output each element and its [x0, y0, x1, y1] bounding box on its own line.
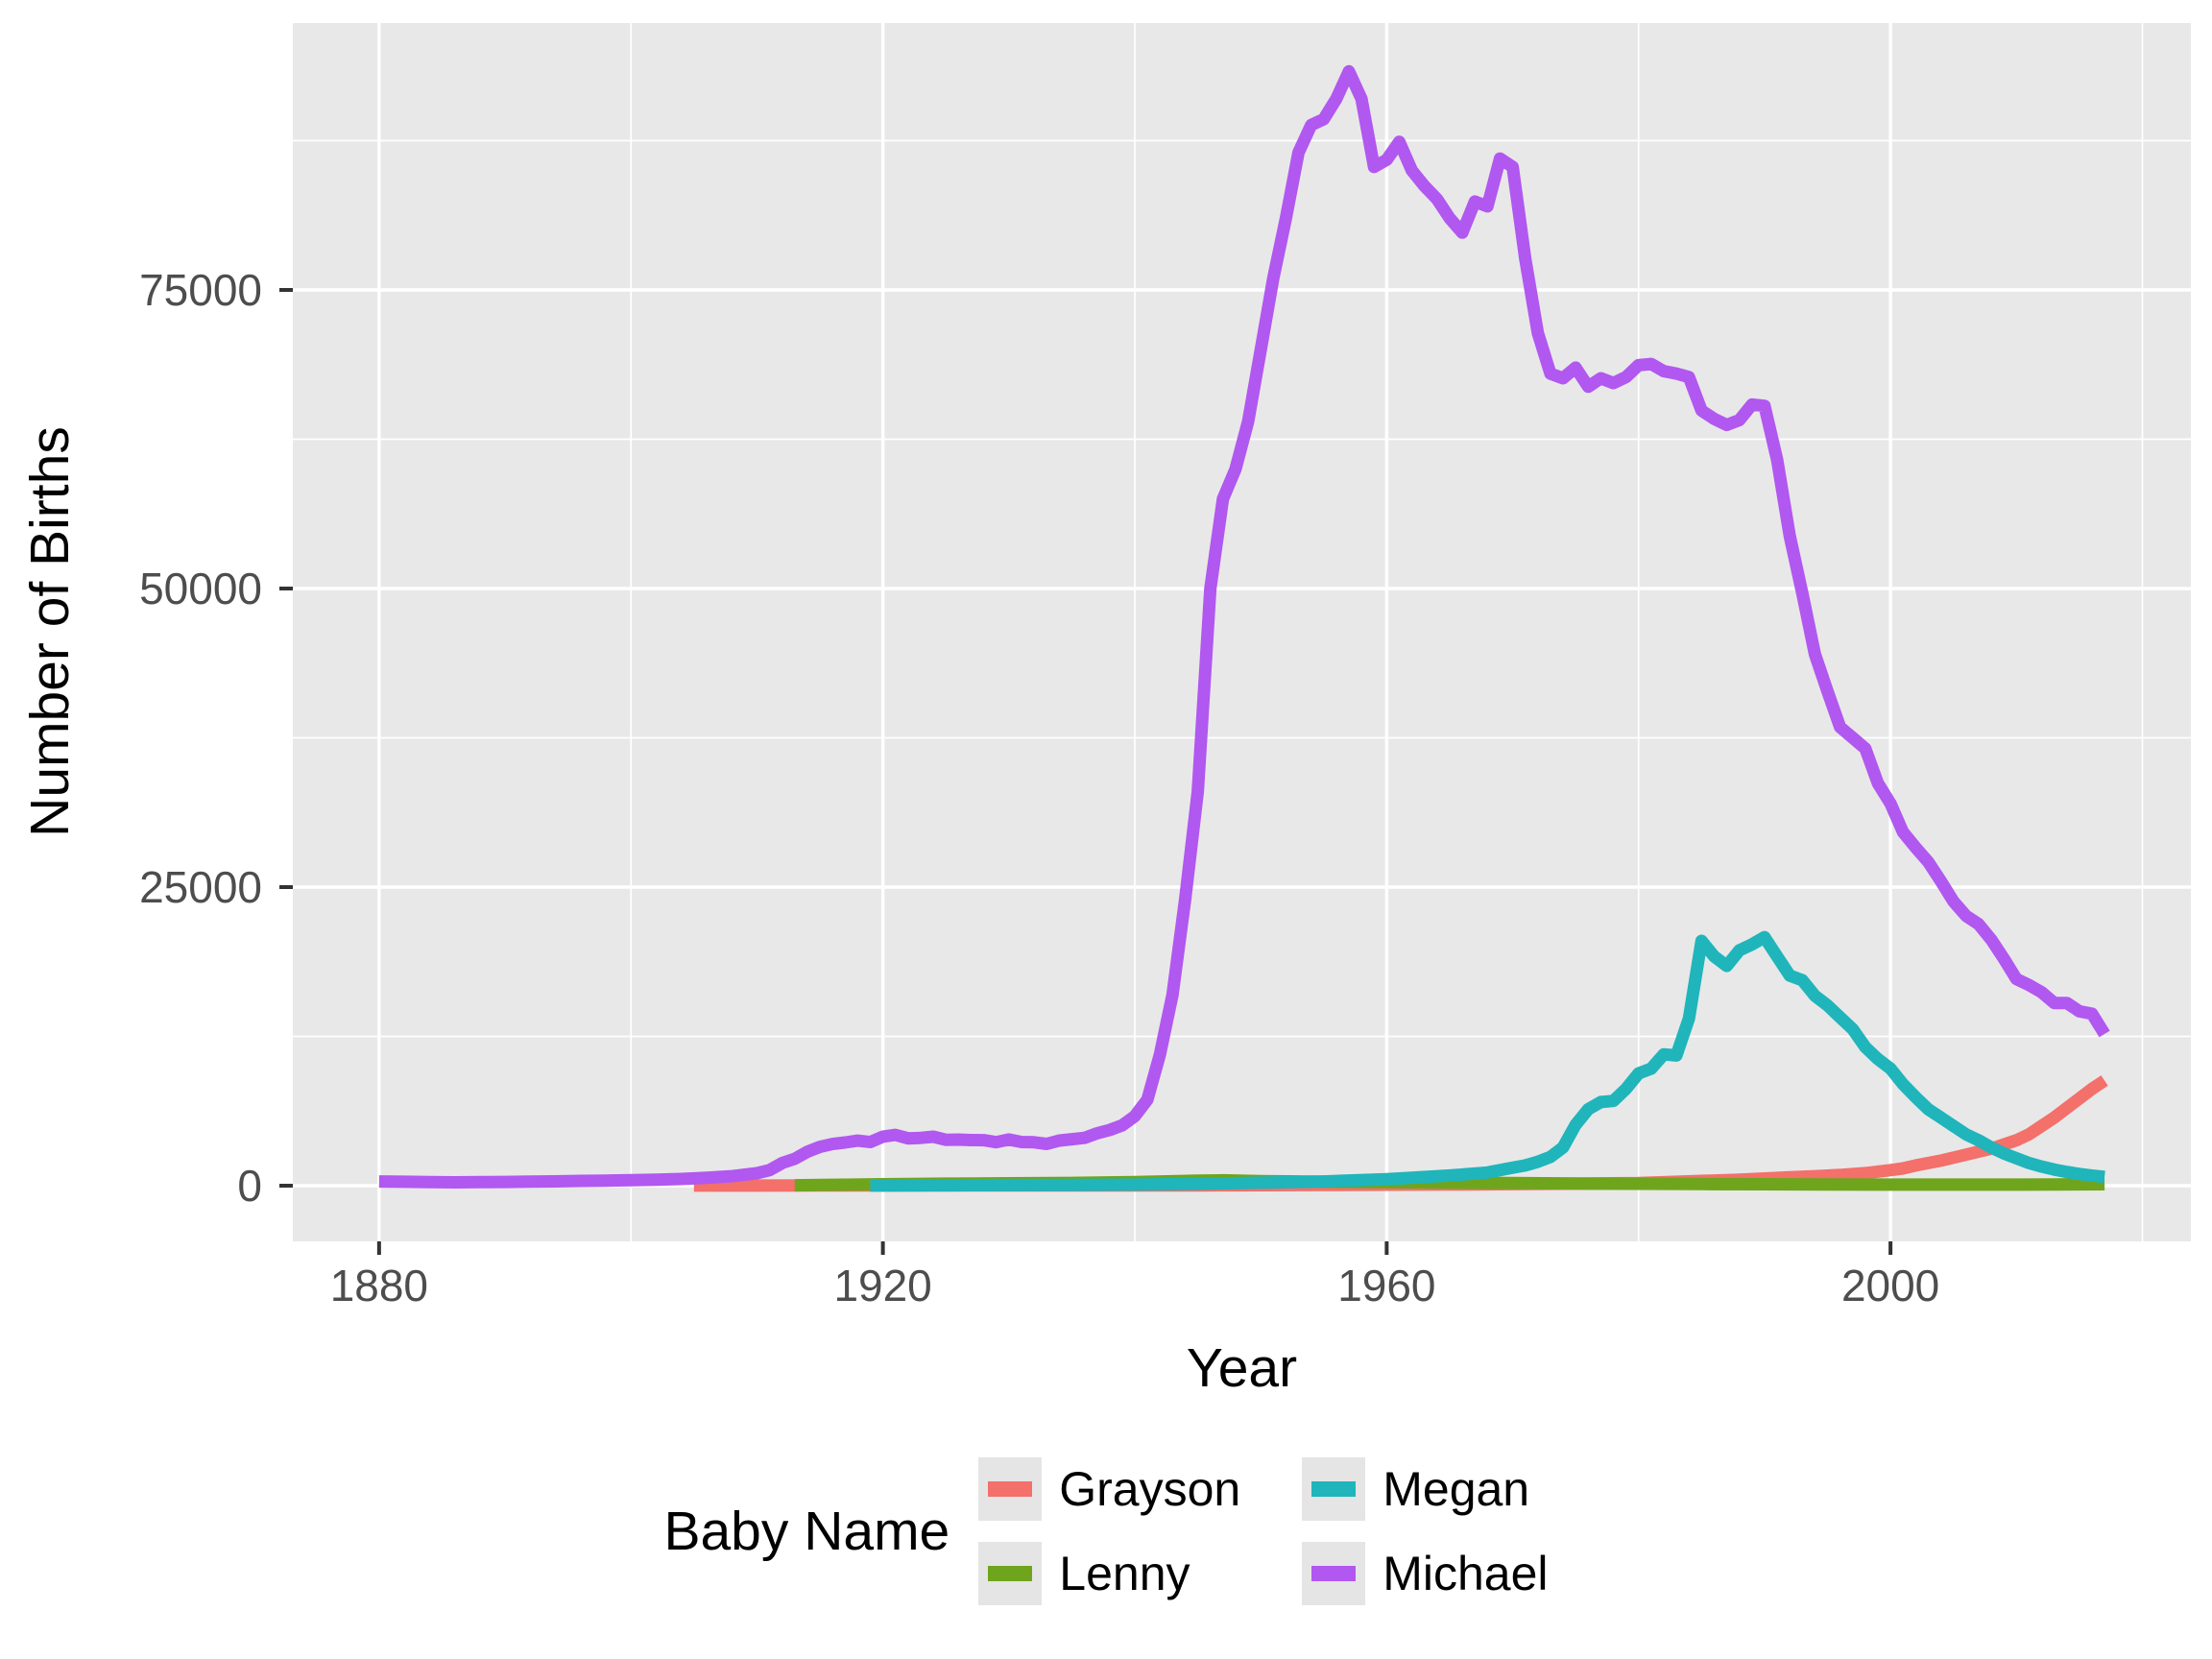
legend-label-grayson: Grayson	[1059, 1462, 1241, 1516]
legend: Baby Name Grayson Lenny Megan	[0, 1457, 2212, 1605]
x-tick-label: 1880	[330, 1261, 428, 1310]
y-tick-label: 75000	[139, 265, 262, 315]
legend-item-lenny: Lenny	[978, 1542, 1240, 1605]
plot-panel	[293, 23, 2191, 1241]
legend-key-lenny	[978, 1542, 1043, 1605]
legend-item-megan: Megan	[1302, 1457, 1548, 1521]
megan-line-swatch	[1311, 1481, 1357, 1497]
legend-key-grayson	[978, 1457, 1043, 1521]
x-tick-label: 1960	[1337, 1261, 1435, 1310]
y-tick-label: 0	[237, 1161, 262, 1211]
x-tick-label: 2000	[1841, 1261, 1939, 1310]
legend-item-michael: Michael	[1302, 1542, 1549, 1605]
series-line-megan	[870, 930, 2105, 1192]
legend-key-michael	[1302, 1542, 1366, 1605]
michael-line-swatch	[1311, 1566, 1357, 1581]
legend-label-michael: Michael	[1382, 1547, 1549, 1600]
x-axis-title: Year	[1186, 1337, 1298, 1399]
y-axis-title: Number of Births	[19, 426, 81, 837]
legend-grid: Grayson Lenny Megan Michael	[978, 1457, 1549, 1605]
grayson-line-swatch	[988, 1481, 1033, 1497]
y-tick-label: 25000	[139, 862, 262, 912]
plot-canvas: 1880 1920 1960 2000 0 25000 50000 75000	[139, 23, 2191, 1310]
legend-title: Baby Name	[663, 1501, 950, 1562]
y-tick-label: 50000	[139, 564, 262, 613]
x-tick-label: 1920	[833, 1261, 931, 1310]
legend-label-megan: Megan	[1382, 1462, 1530, 1516]
series-line-michael	[378, 64, 2110, 1189]
legend-label-lenny: Lenny	[1059, 1547, 1190, 1600]
legend-item-grayson: Grayson	[978, 1457, 1240, 1521]
legend-key-megan	[1302, 1457, 1366, 1521]
lenny-line-swatch	[988, 1566, 1033, 1581]
